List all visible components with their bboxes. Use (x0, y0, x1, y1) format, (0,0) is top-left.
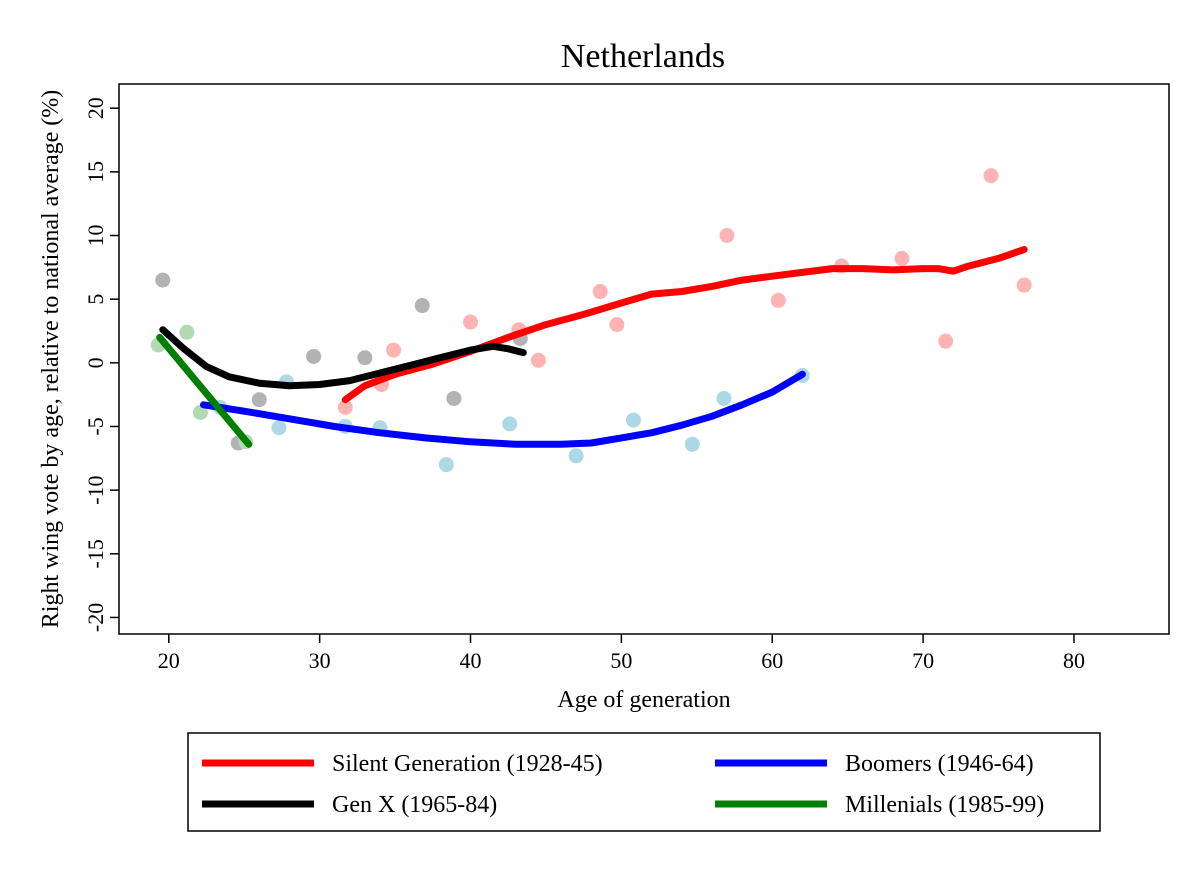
scatter-point (716, 390, 732, 406)
y-axis-label: Right wing vote by age, relative to nati… (38, 90, 64, 628)
series-line (156, 333, 253, 448)
scatter-point (770, 292, 786, 308)
scatter-point (337, 399, 353, 415)
chart-title: Netherlands (561, 38, 725, 75)
series-line (200, 370, 806, 448)
scatter-point (463, 314, 479, 330)
x-tick-label: 30 (309, 648, 331, 673)
scatter-point (192, 404, 208, 420)
y-tick-label: 15 (83, 161, 108, 183)
scatter-point (609, 317, 625, 333)
y-tick-label: -15 (83, 539, 108, 568)
legend: Silent Generation (1928-45) Boomers (1946… (187, 732, 1101, 832)
y-tick-label: 0 (83, 357, 108, 368)
y-tick-label: -20 (83, 603, 108, 632)
legend-label: Gen X (1965-84) (332, 792, 497, 818)
x-tick-label: 80 (1063, 648, 1085, 673)
x-tick-label: 60 (761, 648, 783, 673)
scatter-points (150, 168, 1032, 473)
fit-lines (156, 246, 1028, 448)
scatter-point (414, 298, 430, 314)
y-tick-label: 10 (83, 225, 108, 247)
y-tick-label: 5 (83, 294, 108, 305)
scatter-point (271, 420, 287, 436)
scatter-point (502, 416, 518, 432)
series-line (341, 246, 1028, 404)
scatter-point (530, 352, 546, 368)
scatter-point (386, 342, 402, 358)
legend-label: Silent Generation (1928-45) (332, 751, 603, 777)
legend-label: Boomers (1946-64) (845, 751, 1034, 777)
x-tick-label: 70 (912, 648, 934, 673)
scatter-point (983, 168, 999, 184)
scatter-point (446, 390, 462, 406)
x-tick-label: 50 (610, 648, 632, 673)
y-tick-label: -10 (83, 475, 108, 504)
x-axis: 20 30 40 50 60 70 80 (158, 634, 1085, 673)
scatter-point (684, 436, 700, 452)
scatter-point (438, 457, 454, 473)
y-tick-label: -5 (83, 417, 108, 435)
scatter-point (625, 412, 641, 428)
scatter-point (357, 350, 373, 366)
x-tick-label: 40 (460, 648, 482, 673)
scatter-point (306, 348, 322, 364)
legend-label: Millenials (1985-99) (845, 792, 1044, 818)
scatter-point (894, 250, 910, 266)
x-tick-label: 20 (158, 648, 180, 673)
legend-box (187, 732, 1101, 832)
series-line (159, 326, 527, 390)
scatter-point (938, 333, 954, 349)
scatter-point (1016, 277, 1032, 293)
plot-area (118, 83, 1170, 635)
scatter-point (568, 448, 584, 464)
scatter-point (719, 228, 735, 244)
x-axis-label: Age of generation (557, 687, 730, 713)
scatter-point (179, 324, 195, 340)
y-axis: -20 -15 -10 -5 0 5 10 15 20 (83, 97, 119, 632)
scatter-point (251, 392, 267, 408)
y-tick-label: 20 (83, 97, 108, 119)
scatter-point (592, 284, 608, 300)
scatter-point (155, 272, 171, 288)
